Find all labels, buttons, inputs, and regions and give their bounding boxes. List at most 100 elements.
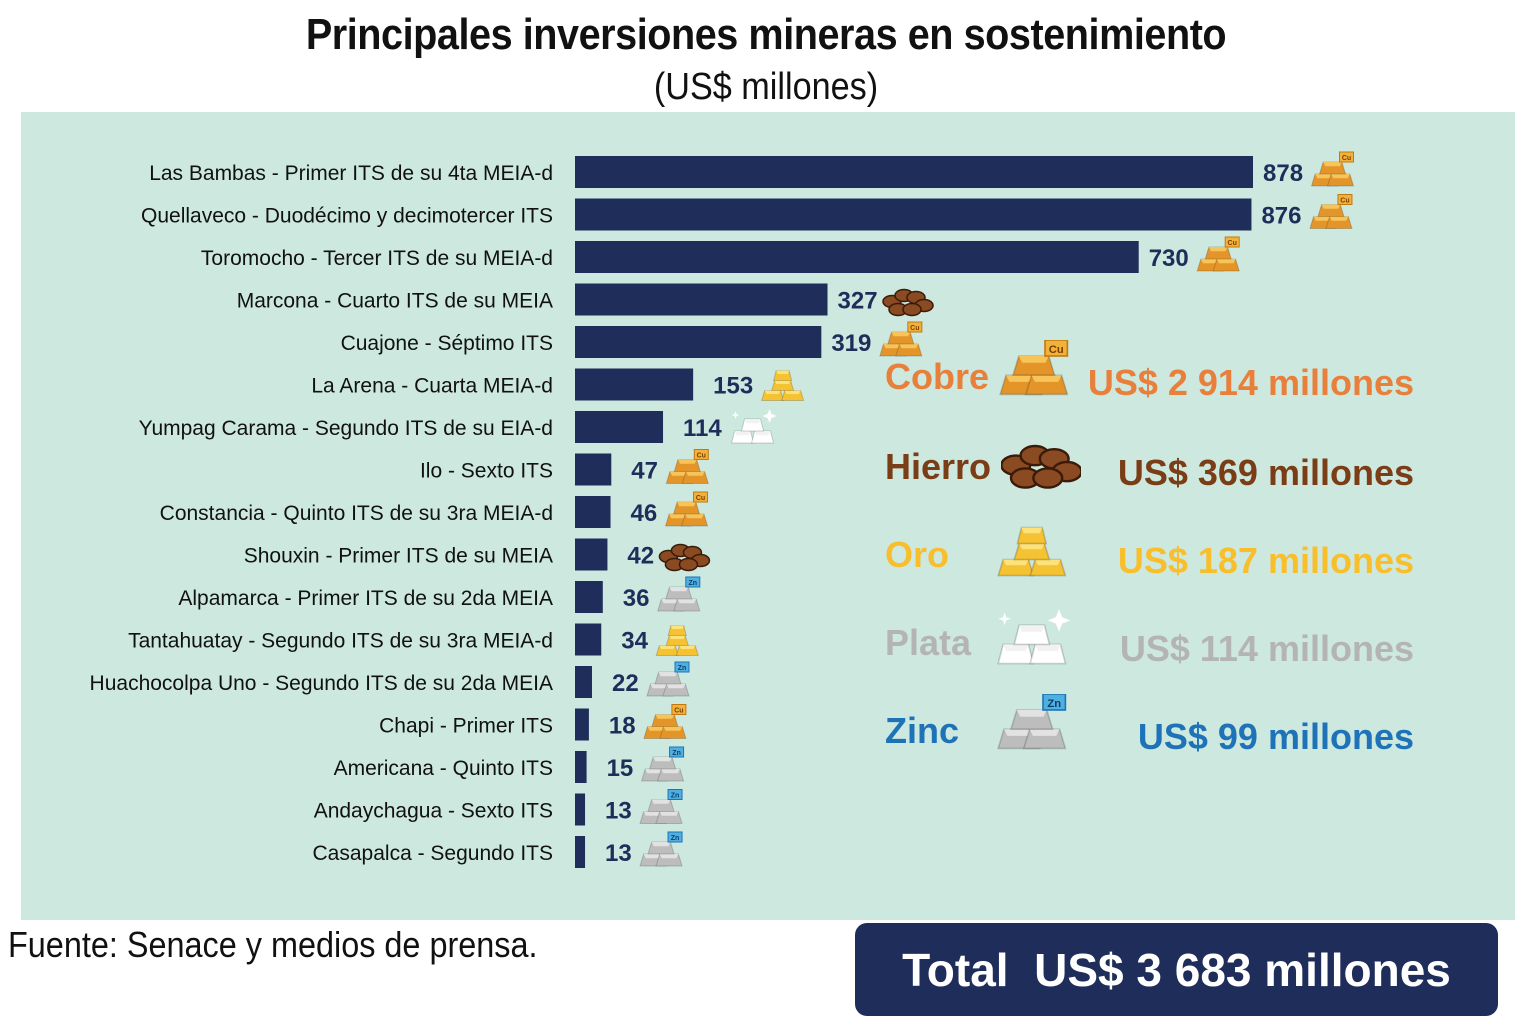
data-label: 730: [1149, 245, 1189, 272]
category-label: Cuajone - Séptimo ITS: [341, 332, 553, 355]
cobre-icon: Cu: [664, 491, 709, 527]
hierro-icon: [658, 543, 711, 572]
bar: [575, 156, 1253, 188]
category-label: Yumpag Carama - Segundo ITS de su EIA-d: [139, 417, 553, 440]
bar: [575, 411, 664, 443]
bar: [575, 751, 587, 783]
category-label: Andaychagua - Sexto ITS: [314, 800, 553, 823]
category-label: Shouxin - Primer ITS de su MEIA: [244, 545, 553, 568]
cobre-icon: Cu: [643, 704, 687, 739]
category-label: Constancia - Quinto ITS de su 3ra MEIA-d: [160, 502, 553, 525]
legend-value-hierro: US$ 369 millones: [1117, 452, 1414, 493]
data-label: 46: [631, 500, 658, 527]
category-label: Ilo - Sexto ITS: [420, 460, 553, 483]
svg-text:Zn: Zn: [689, 580, 698, 587]
data-label: 13: [605, 798, 632, 825]
category-label: Chapi - Primer ITS: [379, 715, 553, 738]
legend-value-cobre: US$ 2 914 millones: [1087, 362, 1414, 403]
svg-text:Cu: Cu: [674, 708, 683, 715]
copper-ingot-icon: Cu: [999, 340, 1069, 396]
data-label: 42: [627, 543, 654, 570]
cobre-icon: Cu: [879, 321, 923, 357]
gold-bars-icon: [997, 526, 1067, 577]
data-label: 327: [838, 288, 878, 315]
data-label: 34: [621, 628, 648, 655]
legend-value-zinc: US$ 99 millones: [1137, 716, 1414, 757]
bar: [575, 326, 822, 358]
svg-text:Zn: Zn: [1047, 698, 1061, 710]
cobre-icon: Cu: [1309, 194, 1353, 229]
svg-text:Cu: Cu: [1342, 155, 1351, 162]
bar: [575, 666, 592, 698]
data-label: 22: [612, 670, 639, 697]
bar: [575, 496, 611, 528]
category-label: Marcona - Cuarto ITS de su MEIA: [237, 290, 553, 313]
legend-value-plata: US$ 114 millones: [1119, 628, 1414, 669]
bar: [575, 538, 608, 571]
legend-name-zinc: Zinc: [885, 710, 960, 751]
svg-text:Cu: Cu: [1228, 240, 1237, 247]
legend-value-oro: US$ 187 millones: [1117, 540, 1414, 581]
cobre-icon: Cu: [1196, 236, 1240, 272]
svg-text:Cu: Cu: [1049, 344, 1064, 356]
bar: [575, 836, 586, 868]
bar: [575, 198, 1252, 231]
hierro-icon: [882, 288, 934, 317]
data-label: 114: [683, 415, 722, 442]
bar: [575, 708, 589, 741]
data-label: 13: [605, 840, 632, 867]
total-badge: Total US$ 3 683 millones: [855, 923, 1498, 1016]
zinc-ingot-icon: Zn: [997, 694, 1067, 750]
zinc-icon: Zn: [646, 661, 690, 697]
data-label: 18: [609, 713, 636, 740]
data-label: 47: [631, 458, 658, 485]
oro-icon: [760, 370, 805, 401]
chart-title: Principales inversiones mineras en soste…: [305, 10, 1227, 59]
legend-name-cobre: Cobre: [885, 356, 990, 397]
category-label: Americana - Quinto ITS: [334, 757, 553, 780]
cobre-icon: Cu: [1310, 151, 1355, 187]
plata-icon: [730, 409, 777, 444]
source-note: Fuente: Senace y medios de prensa.: [8, 924, 538, 965]
bar: [575, 453, 612, 486]
chart-panel: Las Bambas - Primer ITS de su 4ta MEIA-d…: [21, 112, 1515, 1016]
zinc-icon: Zn: [640, 746, 685, 782]
data-label: 153: [713, 373, 753, 400]
zinc-icon: Zn: [639, 831, 683, 867]
bar: [575, 623, 602, 656]
iron-ore-icon: [1001, 444, 1081, 489]
bar: [575, 581, 603, 613]
bar: [575, 793, 586, 826]
zinc-icon: Zn: [657, 576, 701, 612]
data-label: 319: [831, 330, 871, 357]
legend-name-oro: Oro: [885, 534, 950, 575]
svg-text:Cu: Cu: [1340, 198, 1349, 205]
svg-text:Zn: Zn: [672, 750, 681, 757]
category-label: Toromocho - Tercer ITS de su MEIA-d: [201, 247, 553, 270]
oro-icon: [655, 625, 699, 656]
svg-text:Zn: Zn: [671, 793, 680, 800]
category-label: Huachocolpa Uno - Segundo ITS de su 2da …: [90, 672, 553, 695]
data-label: 36: [623, 585, 650, 612]
category-label: Tantahuatay - Segundo ITS de su 3ra MEIA…: [128, 630, 553, 653]
category-label: Alpamarca - Primer ITS de su 2da MEIA: [178, 587, 553, 610]
category-label: La Arena - Cuarta MEIA-d: [311, 375, 553, 398]
svg-text:Cu: Cu: [697, 453, 706, 460]
legend-name-plata: Plata: [885, 622, 972, 663]
zinc-icon: Zn: [639, 789, 683, 824]
category-label: Quellaveco - Duodécimo y decimotercer IT…: [141, 205, 553, 228]
svg-text:Zn: Zn: [671, 835, 680, 842]
svg-text:Cu: Cu: [910, 325, 919, 332]
svg-text:Zn: Zn: [678, 665, 687, 672]
legend-name-hierro: Hierro: [885, 446, 992, 487]
bar: [575, 241, 1139, 273]
data-label: 876: [1261, 203, 1301, 230]
bar: [575, 368, 694, 401]
cobre-icon: Cu: [665, 449, 709, 484]
bar-chart: Las Bambas - Primer ITS de su 4ta MEIA-d…: [90, 151, 1355, 868]
category-label: Las Bambas - Primer ITS de su 4ta MEIA-d: [149, 162, 553, 185]
silver-bars-icon: [997, 609, 1071, 665]
category-label: Casapalca - Segundo ITS: [313, 842, 553, 865]
chart-subtitle: (US$ millones): [653, 66, 879, 108]
svg-text:Cu: Cu: [696, 495, 705, 502]
